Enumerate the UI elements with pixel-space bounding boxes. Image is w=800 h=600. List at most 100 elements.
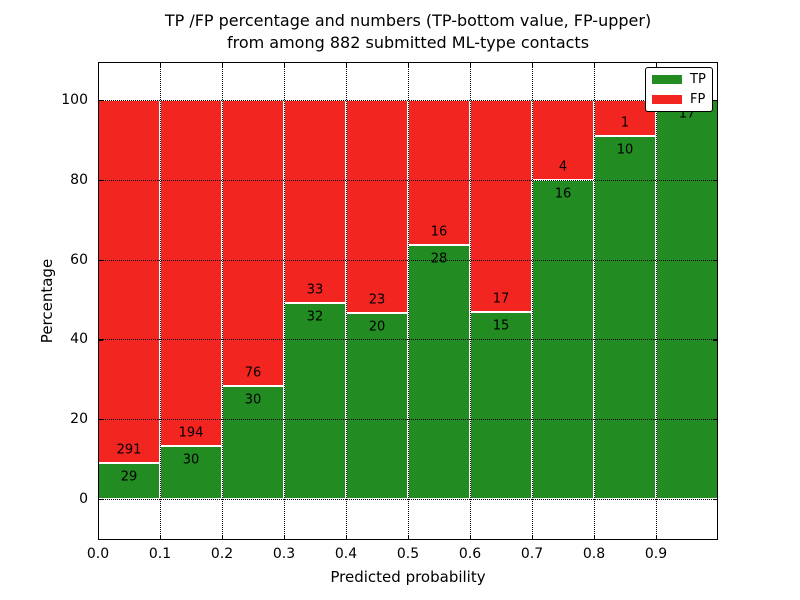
plot-area: 291 29 194 30 76 30 33 32 23 20 16 28 17 15 4 16 1 10 17	[98, 62, 718, 540]
y-tick-label: 60	[70, 251, 88, 268]
x-tick-mark-top	[470, 62, 472, 67]
gridline-vertical	[284, 62, 285, 540]
x-tick-mark	[532, 535, 534, 540]
x-tick-label: 0.1	[148, 546, 172, 562]
bar-label-tp: 30	[244, 392, 262, 408]
y-tick-mark-right	[713, 259, 718, 261]
bar-segment-fp	[346, 100, 408, 314]
bar-segment-fp	[222, 100, 284, 387]
bar-label-fp: 33	[306, 282, 324, 298]
gridline-vertical	[408, 62, 409, 540]
bar-segment-tp	[284, 302, 346, 499]
bar-label-fp: 76	[244, 365, 262, 381]
bar-label-tp: 16	[554, 186, 572, 202]
legend-swatch-fp	[652, 94, 682, 104]
chart-title-line2: from among 882 submitted ML-type contact…	[226, 33, 590, 52]
bar-label-fp: 16	[430, 224, 448, 240]
bar-label-fp: 4	[558, 159, 568, 175]
bar-segment-tp	[656, 100, 718, 499]
legend-swatch-tp	[652, 75, 682, 85]
y-tick-label: 20	[70, 411, 88, 428]
bar-segment-fp	[98, 100, 160, 463]
x-tick-mark-top	[222, 62, 224, 67]
bar-segment-tp	[98, 462, 160, 499]
y-tick-mark	[98, 259, 103, 261]
y-tick-mark	[98, 499, 103, 501]
x-tick-label: 0.0	[86, 546, 110, 562]
bar-segment-tp	[470, 311, 532, 499]
gridline-horizontal	[98, 100, 718, 101]
x-tick-mark-top	[160, 62, 162, 67]
x-tick-label: 0.8	[582, 546, 606, 562]
y-tick-mark-right	[713, 100, 718, 102]
x-tick-mark	[470, 535, 472, 540]
legend-label: TP	[690, 72, 706, 88]
chart-title: TP /FP percentage and numbers (TP-bottom…	[98, 10, 718, 54]
x-tick-label: 0.2	[210, 546, 234, 562]
x-axis-label: Predicted probability	[330, 568, 486, 586]
x-tick-mark-top	[98, 62, 100, 67]
y-tick-mark	[98, 100, 103, 102]
x-tick-label: 0.4	[334, 546, 358, 562]
x-tick-mark	[160, 535, 162, 540]
x-tick-label: 0.5	[396, 546, 420, 562]
x-tick-mark	[222, 535, 224, 540]
y-tick-mark	[98, 339, 103, 341]
bar-segment-fp	[160, 100, 222, 446]
gridline-vertical	[222, 62, 223, 540]
bar-segment-tp	[594, 136, 656, 499]
bar-label-fp: 291	[116, 442, 142, 458]
x-tick-mark	[656, 535, 658, 540]
gridline-horizontal	[98, 419, 718, 421]
chart-title-line1: TP /FP percentage and numbers (TP-bottom…	[164, 11, 652, 30]
gridline-vertical	[532, 62, 533, 540]
legend-label: FP	[690, 91, 706, 107]
y-tick-label: 80	[70, 171, 88, 188]
x-tick-label: 0.6	[458, 546, 482, 562]
gridline-vertical	[470, 62, 471, 540]
bar-label-tp: 20	[368, 319, 386, 335]
gridline-vertical	[594, 62, 595, 540]
bar-segment-fp	[470, 100, 532, 312]
x-tick-mark	[98, 535, 100, 540]
bar-label-fp: 194	[178, 425, 204, 441]
y-tick-mark	[98, 179, 103, 181]
x-tick-mark	[594, 535, 596, 540]
bar-segment-tp	[408, 245, 470, 499]
bar-label-tp: 29	[120, 469, 138, 485]
x-tick-label: 0.9	[644, 546, 668, 562]
bar-label-tp: 32	[306, 309, 324, 325]
bar-segment-tp	[160, 445, 222, 499]
legend-item: TP	[646, 73, 712, 86]
gridline-horizontal	[98, 339, 718, 341]
y-tick-mark-right	[713, 179, 718, 181]
bar-label-tp: 10	[616, 142, 634, 158]
x-tick-mark-top	[284, 62, 286, 67]
gridline-horizontal	[98, 179, 718, 181]
x-tick-mark-top	[594, 62, 596, 67]
y-tick-label: 0	[79, 491, 88, 507]
x-tick-label: 0.3	[272, 546, 296, 562]
gridline-vertical	[160, 62, 161, 540]
bar-label-tp: 28	[430, 251, 448, 267]
x-tick-mark-top	[656, 62, 658, 67]
bar-label-fp: 1	[620, 115, 630, 131]
y-tick-mark-right	[713, 419, 718, 421]
bar-label-fp: 17	[492, 291, 510, 307]
y-tick-label: 40	[70, 331, 88, 348]
x-tick-mark	[408, 535, 410, 540]
bar-label-tp: 30	[182, 452, 200, 468]
y-tick-mark-right	[713, 339, 718, 341]
x-tick-mark-top	[408, 62, 410, 67]
bar-segment-fp	[408, 100, 470, 246]
x-tick-mark	[284, 535, 286, 540]
legend: TP FP	[645, 67, 713, 112]
y-tick-mark	[98, 419, 103, 421]
x-tick-mark-top	[532, 62, 534, 67]
bar-label-tp: 15	[492, 318, 510, 334]
gridline-vertical	[346, 62, 347, 540]
legend-item: FP	[646, 93, 712, 106]
bar-label-fp: 23	[368, 292, 386, 308]
gridline-horizontal	[98, 499, 718, 500]
